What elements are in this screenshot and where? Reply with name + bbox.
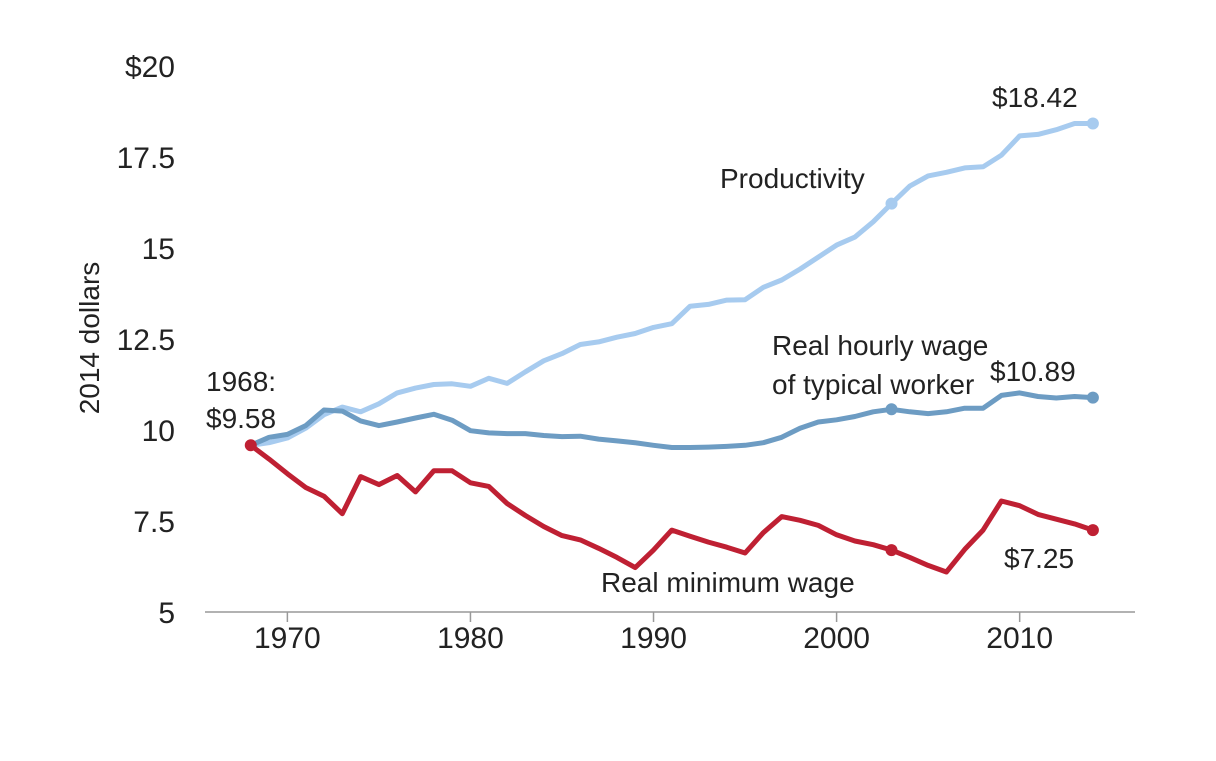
series-marker bbox=[885, 544, 898, 557]
annotation-wage-label-line2: of typical worker bbox=[772, 369, 974, 400]
annotation-wage-end: $10.89 bbox=[990, 356, 1076, 387]
annotation-start-year: 1968: bbox=[206, 366, 276, 397]
series-marker bbox=[1086, 117, 1099, 130]
annotation-wage-label-line1: Real hourly wage bbox=[772, 330, 988, 361]
annotation-minwage-end: $7.25 bbox=[1004, 543, 1074, 574]
y-tick-label: 10 bbox=[142, 415, 175, 448]
y-tick-label: 15 bbox=[142, 233, 175, 266]
x-tick-label: 2010 bbox=[986, 622, 1053, 655]
x-tick-label: 2000 bbox=[803, 622, 870, 655]
y-axis-ticks: 5 7.5 10 12.5 15 17.5 $20 bbox=[117, 51, 175, 630]
series-markers bbox=[244, 117, 1099, 557]
annotation-productivity-end: $18.42 bbox=[992, 82, 1078, 113]
series-lines bbox=[248, 121, 1096, 575]
y-tick-label: 5 bbox=[158, 597, 175, 630]
series-line-0 bbox=[248, 121, 1096, 448]
x-tick-label: 1970 bbox=[254, 622, 321, 655]
y-tick-label: 12.5 bbox=[117, 324, 175, 357]
x-tick-label: 1990 bbox=[620, 622, 687, 655]
series-marker bbox=[1086, 524, 1099, 537]
series-marker bbox=[885, 403, 898, 416]
series-marker bbox=[1086, 391, 1099, 404]
annotation-productivity-label: Productivity bbox=[720, 163, 865, 194]
y-tick-label: $20 bbox=[125, 51, 175, 84]
y-axis-label: 2014 dollars bbox=[74, 262, 105, 415]
x-axis-ticks: 1970 1980 1990 2000 2010 bbox=[254, 612, 1053, 655]
series-line-2 bbox=[248, 442, 1096, 575]
y-tick-label: 7.5 bbox=[133, 506, 175, 539]
y-tick-label: 17.5 bbox=[117, 142, 175, 175]
x-tick-label: 1980 bbox=[437, 622, 504, 655]
annotation-start-value: $9.58 bbox=[206, 403, 276, 434]
series-marker bbox=[244, 439, 257, 452]
annotation-minwage-label: Real minimum wage bbox=[601, 567, 855, 598]
series-line-1 bbox=[248, 390, 1096, 450]
series-marker bbox=[885, 197, 898, 210]
